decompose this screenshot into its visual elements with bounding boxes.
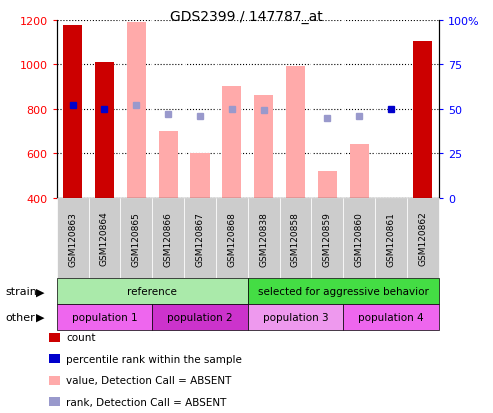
Bar: [127, 23, 146, 198]
Text: GSM120866: GSM120866: [164, 211, 173, 266]
Bar: [95, 63, 114, 198]
Text: GSM120861: GSM120861: [387, 211, 395, 266]
Text: ▶: ▶: [35, 287, 44, 297]
Text: other: other: [5, 312, 35, 322]
Text: GSM120865: GSM120865: [132, 211, 141, 266]
Text: GDS2399 / 147787_at: GDS2399 / 147787_at: [170, 10, 323, 24]
Text: percentile rank within the sample: percentile rank within the sample: [66, 354, 242, 364]
Text: reference: reference: [127, 287, 177, 297]
Bar: [222, 87, 242, 198]
Bar: [350, 145, 369, 198]
Text: GSM120859: GSM120859: [323, 211, 332, 266]
Text: population 3: population 3: [263, 312, 328, 322]
Text: rank, Detection Call = ABSENT: rank, Detection Call = ABSENT: [66, 397, 226, 407]
Bar: [318, 172, 337, 198]
Text: population 4: population 4: [358, 312, 424, 322]
Text: GSM120868: GSM120868: [227, 211, 236, 266]
Text: GSM120838: GSM120838: [259, 211, 268, 266]
Text: selected for aggressive behavior: selected for aggressive behavior: [258, 287, 429, 297]
Bar: [254, 96, 273, 198]
Text: count: count: [66, 332, 96, 342]
Text: GSM120860: GSM120860: [354, 211, 364, 266]
Bar: [63, 26, 82, 198]
Text: GSM120864: GSM120864: [100, 211, 109, 266]
Text: GSM120867: GSM120867: [195, 211, 205, 266]
Text: GSM120862: GSM120862: [419, 211, 427, 266]
Bar: [190, 154, 210, 198]
Bar: [286, 67, 305, 198]
Bar: [413, 42, 432, 198]
Text: value, Detection Call = ABSENT: value, Detection Call = ABSENT: [66, 375, 231, 385]
Text: population 1: population 1: [71, 312, 137, 322]
Text: GSM120863: GSM120863: [68, 211, 77, 266]
Text: GSM120858: GSM120858: [291, 211, 300, 266]
Text: population 2: population 2: [167, 312, 233, 322]
Text: strain: strain: [5, 287, 37, 297]
Text: ▶: ▶: [35, 312, 44, 322]
Bar: [159, 132, 177, 198]
